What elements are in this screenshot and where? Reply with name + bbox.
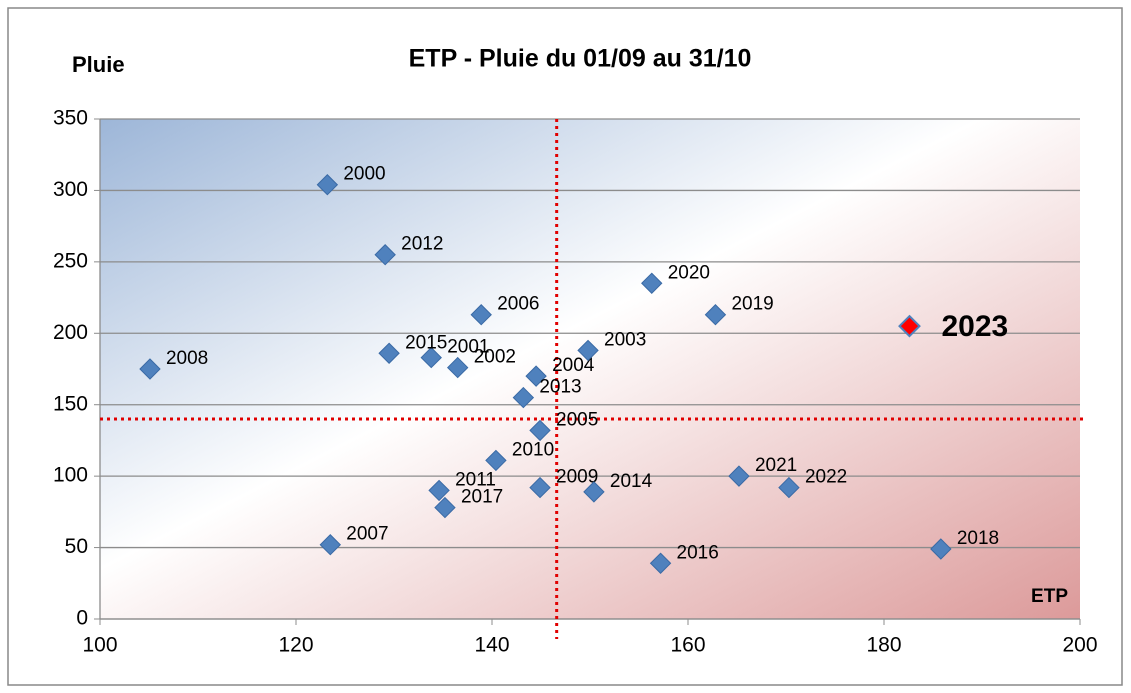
point	[420, 346, 442, 369]
point	[649, 552, 672, 574]
point-label: 2017	[461, 487, 503, 508]
point-label: 2012	[401, 234, 443, 255]
point-label: 2001	[447, 337, 489, 358]
point-label: 2000	[343, 164, 385, 185]
y-tick-label: 250	[53, 249, 88, 272]
point	[434, 496, 456, 519]
point	[374, 244, 396, 266]
x-tick-label: 180	[866, 634, 901, 657]
chart-title: ETP - Pluie du 01/09 au 31/10	[409, 45, 752, 73]
point-label: 2022	[805, 467, 847, 488]
point-label: 2009	[556, 467, 598, 488]
point	[577, 339, 599, 362]
point	[428, 479, 450, 502]
point	[316, 174, 339, 196]
point	[139, 358, 161, 380]
point-label: 2019	[731, 294, 773, 315]
highlight-label: 2023	[941, 310, 1008, 343]
y-tick-label: 150	[53, 392, 88, 415]
point-label: 2014	[610, 471, 653, 492]
point	[319, 534, 342, 556]
point-label: 2004	[552, 355, 595, 376]
y-tick-label: 0	[76, 607, 88, 630]
y-tick-label: 200	[53, 321, 88, 344]
x-tick-label: 160	[670, 634, 705, 657]
point	[728, 465, 750, 487]
point-label: 2021	[755, 455, 797, 476]
x-axis-label: ETP	[1031, 586, 1068, 607]
point-label: 2020	[668, 262, 710, 283]
point	[641, 272, 663, 294]
point-label: 2016	[677, 542, 719, 563]
y-tick-label: 300	[53, 178, 88, 201]
point-label: 2010	[512, 439, 554, 460]
point	[529, 419, 551, 442]
point-label: 2013	[539, 377, 581, 398]
point	[378, 342, 400, 364]
y-tick-label: 50	[65, 535, 88, 558]
point	[704, 304, 727, 326]
point	[525, 365, 547, 387]
highlight-point	[898, 314, 921, 338]
x-tick-label: 140	[474, 634, 509, 657]
point	[778, 476, 800, 499]
point	[583, 481, 605, 503]
point-label: 2006	[497, 294, 539, 315]
point-label: 2002	[474, 347, 516, 368]
point	[446, 356, 469, 379]
point-label: 2007	[346, 524, 388, 545]
point-label: 2011	[455, 469, 496, 490]
point-label: 2003	[604, 329, 646, 350]
x-tick-label: 200	[1062, 634, 1097, 657]
point-label: 2005	[556, 409, 598, 430]
point-label: 2018	[957, 528, 999, 549]
y-tick-label: 100	[53, 464, 88, 487]
point	[485, 449, 507, 472]
y-tick-label: 350	[53, 107, 88, 130]
point	[470, 304, 492, 326]
point	[529, 476, 551, 499]
x-tick-label: 120	[278, 634, 313, 657]
point	[930, 538, 952, 560]
point-label: 2015	[405, 332, 447, 353]
point-label: 2008	[166, 348, 208, 369]
plot-area	[100, 119, 1080, 619]
y-axis-label: Pluie	[72, 52, 125, 77]
point	[512, 386, 535, 409]
x-tick-label: 100	[82, 634, 117, 657]
